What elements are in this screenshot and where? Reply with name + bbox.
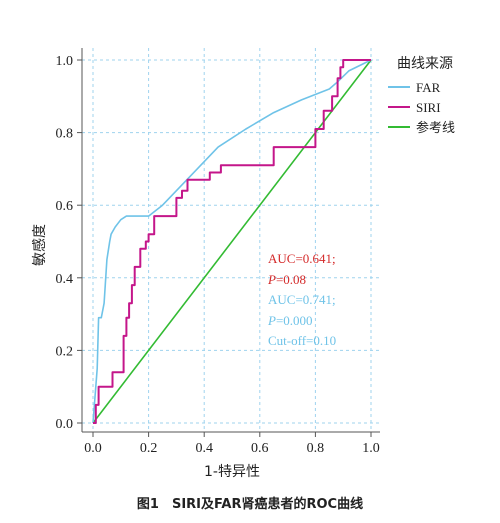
legend: 曲线来源 FAR SIRI 参考线 <box>388 56 455 135</box>
x-tick-label-0: 0.0 <box>84 441 102 456</box>
x-tick-label-4: 0.8 <box>307 441 325 456</box>
y-tick-label-5: 1.0 <box>56 54 74 69</box>
x-axis-title: 1-特异性 <box>204 464 260 480</box>
x-tick-label-5: 1.0 <box>362 441 380 456</box>
series-line-2 <box>92 59 372 424</box>
auc-annotation-3: P=0.000 <box>267 313 313 328</box>
legend-label-1: SIRI <box>416 100 441 115</box>
legend-title: 曲线来源 <box>397 56 453 72</box>
annotations: AUC=0.641; P=0.08 AUC=0.741; P=0.000 Cut-off… <box>267 251 336 348</box>
legend-label-0: FAR <box>416 80 441 95</box>
grid <box>82 48 380 432</box>
y-tick-label-3: 0.6 <box>56 199 74 214</box>
auc-annotation-0: AUC=0.641; <box>268 251 336 266</box>
x-tick-label-1: 0.2 <box>140 441 158 456</box>
auc-annotation-2: AUC=0.741; <box>268 292 336 307</box>
series-line-0 <box>92 59 372 424</box>
y-tick-label-1: 0.2 <box>56 344 74 359</box>
y-tick-label-2: 0.4 <box>56 272 74 287</box>
x-tick-label-3: 0.6 <box>251 441 269 456</box>
y-tick-label-4: 0.8 <box>56 127 74 142</box>
axes: 0.0 0.2 0.4 0.6 0.8 1.0 0.0 0.2 0.4 0.6 0.8 1.0 <box>56 48 380 456</box>
auc-annotation-1: P=0.08 <box>267 272 306 287</box>
x-tick-label-2: 0.4 <box>195 441 213 456</box>
figure-caption: 图1 SIRI及FAR肾癌患者的ROC曲线 <box>137 496 363 512</box>
auc-annotation-4: Cut-off=0.10 <box>268 333 336 348</box>
legend-label-2: 参考线 <box>416 120 455 135</box>
y-axis-title: 敏感度 <box>31 224 48 266</box>
series-lines <box>92 59 372 424</box>
series-line-1 <box>93 59 371 424</box>
y-tick-label-0: 0.0 <box>56 417 74 432</box>
